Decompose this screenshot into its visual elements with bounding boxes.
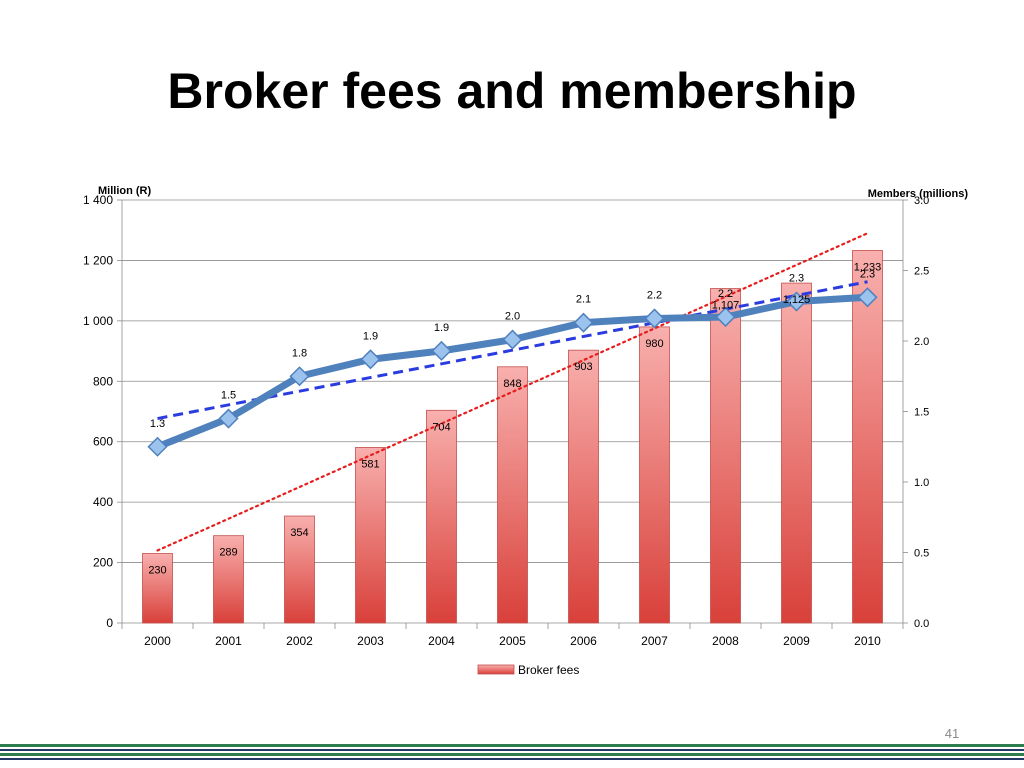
members-marker: [715, 306, 736, 328]
members-data-label: 1.9: [434, 322, 449, 334]
axes: 0 200 400 600 800 1 000 1 200 1 400 0.0 0.5 1.0 1.5…: [83, 193, 929, 648]
y-left-tick-label: 400: [93, 495, 113, 509]
x-tick-label: 2003: [357, 634, 384, 648]
members-data-label: 2.3: [860, 268, 875, 280]
members-data-label: 2.1: [576, 294, 591, 306]
y-left-tick-label: 1 000: [83, 314, 113, 328]
data-labels: 230 289 354 581 704 848 903 980 1,107 1,125 1,233 1…: [148, 261, 881, 576]
bar-data-label: 289: [219, 547, 237, 559]
bar-broker-fees: [781, 282, 812, 624]
footer-stripes: [0, 740, 1024, 768]
y-left-tick-label: 800: [93, 374, 113, 388]
bar-broker-fees: [213, 535, 244, 624]
bar-data-label: 980: [645, 338, 663, 350]
bar-data-label: 704: [432, 421, 450, 433]
bar-data-label: 903: [574, 361, 592, 373]
x-tick-label: 2002: [286, 634, 313, 648]
members-data-label: 2.3: [789, 273, 804, 285]
x-tick-label: 2005: [499, 634, 526, 648]
y-left-tick-label: 0: [106, 616, 113, 630]
x-tick-label: 2001: [215, 634, 242, 648]
trendline-broker-fees: [156, 232, 869, 552]
y-left-tick-label: 1 200: [83, 253, 113, 267]
members-data-label: 2.0: [505, 311, 520, 323]
members-marker: [857, 287, 878, 308]
bar-broker-fees: [142, 553, 173, 624]
y-right-tick-label: 0.5: [914, 548, 929, 560]
members-line: [147, 287, 878, 457]
members-marker: [573, 312, 594, 333]
x-tick-label: 2007: [641, 634, 668, 648]
bar-data-label: 848: [503, 378, 521, 390]
y-left-tick-label: 600: [93, 435, 113, 449]
trendline-members: [157, 280, 868, 421]
chart: 0 200 400 600 800 1 000 1 200 1 400 0.0 0.5 1.0 1.5…: [83, 185, 969, 677]
members-data-label: 1.9: [363, 330, 378, 342]
y-right-axis-title: Members (millions): [868, 188, 969, 200]
bars: [142, 250, 883, 624]
x-tick-label: 2008: [712, 634, 739, 648]
bar-data-label: 1,107: [712, 300, 740, 312]
members-marker: [218, 408, 239, 429]
bar-data-label: 1,233: [854, 261, 882, 273]
members-data-label: 2.2: [718, 288, 733, 300]
bar-data-label: 230: [148, 565, 166, 577]
members-marker: [289, 366, 310, 387]
y-right-tick-label: 2.0: [914, 336, 929, 348]
y-right-tick-label: 1.5: [914, 407, 929, 419]
legend: Broker fees: [477, 663, 579, 677]
x-tick-label: 2000: [144, 634, 171, 648]
trendlines: [156, 232, 869, 552]
bar-broker-fees: [284, 515, 315, 624]
members-data-label: 1.5: [221, 390, 236, 402]
x-tick-label: 2010: [854, 634, 881, 648]
bar-broker-fees: [852, 250, 883, 624]
y-right-tick-label: 2.5: [914, 266, 929, 278]
members-marker: [502, 329, 523, 350]
members-marker: [431, 340, 452, 361]
bar-broker-fees: [639, 326, 670, 624]
bar-broker-fees: [497, 366, 528, 624]
x-tick-label: 2009: [783, 634, 810, 648]
y-right-tick-label: 1.0: [914, 477, 929, 489]
legend-label-broker-fees: Broker fees: [518, 663, 579, 677]
members-marker: [360, 349, 381, 370]
members-marker: [786, 291, 807, 312]
legend-swatch-broker-fees: [477, 664, 515, 675]
y-left-axis-title: Million (R): [98, 185, 151, 197]
members-data-label: 1.3: [150, 418, 165, 430]
members-data-label: 2.2: [647, 289, 662, 301]
y-right-tick-label: 0.0: [914, 618, 929, 630]
page-number: 41: [944, 726, 960, 741]
bar-broker-fees: [568, 349, 599, 624]
members-marker: [644, 308, 665, 329]
bar-data-label: 354: [290, 527, 308, 539]
bar-broker-fees: [426, 409, 457, 624]
slide-title: Broker fees and membership: [167, 63, 857, 119]
y-left-tick-label: 1 400: [83, 193, 113, 207]
bar-broker-fees: [710, 288, 741, 624]
members-marker: [147, 436, 168, 457]
bar-data-label: 581: [361, 458, 379, 470]
bar-broker-fees: [355, 447, 386, 624]
y-left-tick-label: 200: [93, 556, 113, 570]
x-tick-label: 2006: [570, 634, 597, 648]
y-right-tick-label: 3.0: [914, 195, 929, 207]
members-data-label: 1.8: [292, 347, 307, 359]
bar-data-label: 1,125: [783, 294, 811, 306]
x-tick-label: 2004: [428, 634, 455, 648]
